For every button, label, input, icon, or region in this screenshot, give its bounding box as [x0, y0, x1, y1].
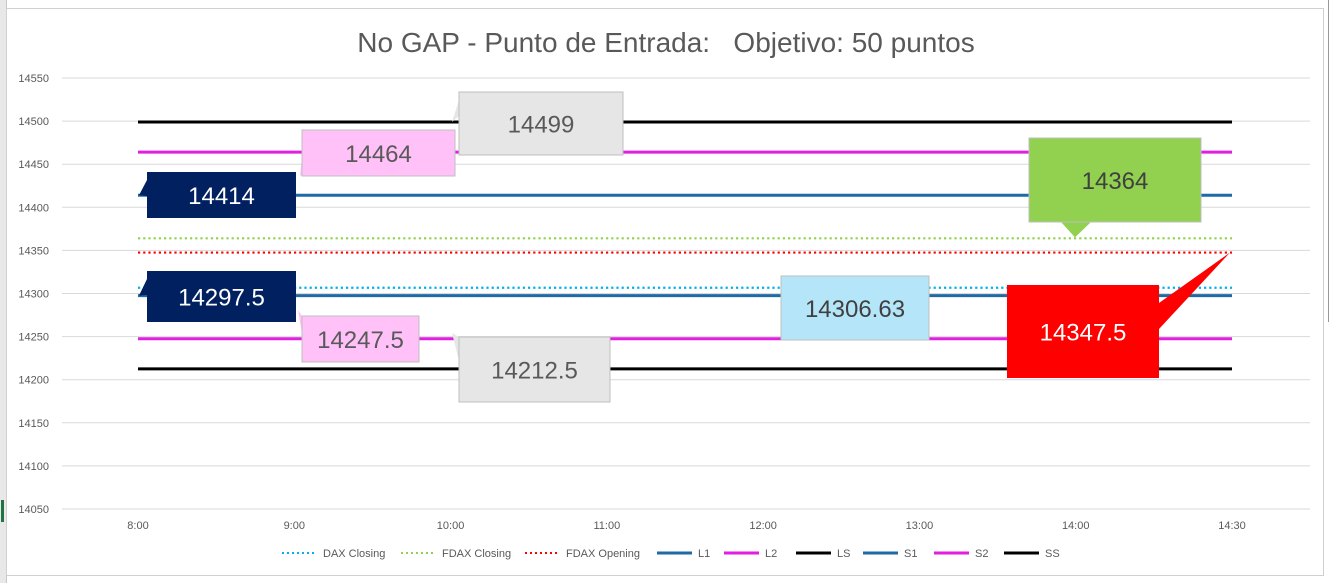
legend-label: FDAX Closing — [442, 548, 511, 560]
x-tick-label: 14:30 — [1218, 520, 1246, 532]
callout-box — [147, 271, 296, 322]
callout-text: 14297.5 — [178, 285, 265, 312]
row-marker — [1, 500, 4, 522]
sheet-border — [1328, 0, 1329, 322]
legend-entry-fdax-closing: FDAX Closing — [401, 548, 511, 560]
x-tick-label: 9:00 — [284, 520, 305, 532]
callout-pointer — [1159, 252, 1230, 329]
legend-entry-fdax-opening: FDAX Opening — [525, 548, 640, 560]
chart-title: No GAP - Punto de Entrada: Objetivo: 50 … — [357, 27, 974, 58]
callout-text: 14347.5 — [1040, 320, 1127, 347]
legend-label: L2 — [765, 548, 777, 560]
y-tick-label: 14100 — [18, 461, 49, 473]
x-tick-label: 12:00 — [749, 520, 777, 532]
legend-entry-ss: SS — [1004, 548, 1060, 560]
y-tick-label: 14300 — [18, 289, 49, 301]
callout-pointer — [139, 180, 147, 196]
callout-box — [1028, 137, 1202, 223]
callout-text: 14414 — [188, 183, 255, 210]
callout-box — [458, 91, 624, 156]
legend-label: L1 — [698, 548, 710, 560]
data-label-14364: 14364 — [1028, 137, 1202, 238]
callout-box — [147, 172, 296, 218]
callout-text: 14464 — [345, 141, 412, 168]
callout-pointer — [1061, 222, 1091, 238]
callout-box — [301, 129, 456, 177]
legend-label: SS — [1045, 548, 1060, 560]
legend-entry-l1: L1 — [657, 548, 710, 560]
data-label-14464: 14464 — [300, 129, 456, 177]
legend-label: DAX Closing — [323, 548, 385, 560]
callout-text: 14499 — [508, 112, 575, 139]
callout-text: 14364 — [1082, 168, 1149, 195]
x-tick-label: 14:00 — [1062, 520, 1090, 532]
callout-box — [301, 315, 420, 363]
callout-text: 14212.5 — [491, 358, 578, 385]
callout-pointer — [139, 279, 147, 296]
callout-box — [780, 275, 930, 341]
callout-text: 14247.5 — [317, 327, 404, 354]
callout-box — [1007, 285, 1159, 378]
x-tick-label: 8:00 — [127, 520, 148, 532]
callout-text: 14306.63 — [805, 296, 905, 323]
data-label-14247.5: 14247.5 — [298, 310, 420, 363]
data-label-14499: 14499 — [452, 91, 624, 156]
data-label-14297.5: 14297.5 — [139, 271, 296, 322]
data-label-14212.5: 14212.5 — [452, 333, 611, 403]
y-tick-label: 14350 — [18, 245, 49, 257]
x-tick-label: 11:00 — [593, 520, 620, 532]
legend-label: S1 — [904, 548, 917, 560]
callout-pointer — [452, 333, 459, 361]
y-tick-label: 14200 — [18, 375, 49, 387]
data-label-14306.63: 14306.63 — [780, 275, 930, 341]
callout-pointer — [452, 100, 459, 122]
x-tick-label: 13:00 — [906, 520, 934, 532]
data-label-14414: 14414 — [139, 172, 296, 218]
data-label-14347.5: 14347.5 — [1007, 252, 1230, 378]
callout-pointer — [298, 310, 302, 334]
x-tick-label: 10:00 — [437, 520, 465, 532]
legend-entry-l2: L2 — [724, 548, 777, 560]
y-tick-label: 14500 — [18, 116, 49, 128]
y-tick-label: 14550 — [18, 73, 49, 85]
y-tick-label: 14450 — [18, 159, 49, 171]
callout-box — [458, 336, 611, 403]
legend-label: LS — [837, 548, 850, 560]
y-tick-label: 14400 — [18, 202, 49, 214]
legend-entry-s1: S1 — [863, 548, 917, 560]
legend-entry-dax-closing: DAX Closing — [282, 548, 385, 560]
y-tick-label: 14050 — [18, 504, 49, 516]
y-tick-label: 14150 — [18, 418, 49, 430]
legend-label: S2 — [975, 548, 988, 560]
legend-entry-s2: S2 — [934, 548, 988, 560]
y-tick-label: 14250 — [18, 332, 49, 344]
legend-label: FDAX Opening — [566, 548, 640, 560]
legend-entry-ls: LS — [796, 548, 850, 560]
